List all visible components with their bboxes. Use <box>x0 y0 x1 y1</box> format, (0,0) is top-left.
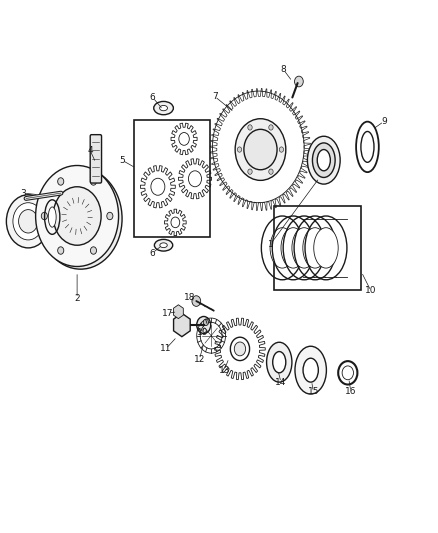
Text: 18: 18 <box>184 293 195 302</box>
Circle shape <box>248 125 252 130</box>
Polygon shape <box>173 305 184 319</box>
Circle shape <box>269 169 273 174</box>
Text: 6: 6 <box>150 93 155 102</box>
Circle shape <box>58 247 64 254</box>
Circle shape <box>269 125 273 130</box>
Circle shape <box>294 76 303 87</box>
Text: 1: 1 <box>268 240 273 249</box>
Circle shape <box>197 317 211 334</box>
Text: 14: 14 <box>276 378 287 387</box>
Text: 15: 15 <box>307 387 319 397</box>
Text: 19: 19 <box>197 328 208 337</box>
Ellipse shape <box>317 150 330 171</box>
Ellipse shape <box>273 352 286 373</box>
FancyBboxPatch shape <box>90 135 102 183</box>
Ellipse shape <box>312 143 335 177</box>
Ellipse shape <box>48 207 56 227</box>
Text: 17: 17 <box>162 309 173 318</box>
Ellipse shape <box>154 101 173 115</box>
Ellipse shape <box>307 136 340 184</box>
Circle shape <box>235 119 286 180</box>
Circle shape <box>248 169 252 174</box>
Text: 5: 5 <box>119 156 125 165</box>
Circle shape <box>90 177 96 185</box>
Ellipse shape <box>270 228 294 268</box>
Circle shape <box>151 178 165 195</box>
Circle shape <box>244 130 277 169</box>
Circle shape <box>18 209 38 233</box>
Text: 8: 8 <box>281 66 286 74</box>
Text: 4: 4 <box>88 146 93 155</box>
Circle shape <box>192 296 201 306</box>
Circle shape <box>41 212 47 220</box>
Polygon shape <box>173 313 190 337</box>
Bar <box>134 120 210 237</box>
Circle shape <box>35 165 119 266</box>
Ellipse shape <box>303 358 318 382</box>
Ellipse shape <box>361 132 374 163</box>
Circle shape <box>237 147 242 152</box>
Circle shape <box>203 319 208 326</box>
Circle shape <box>7 195 50 248</box>
Circle shape <box>13 203 43 240</box>
Circle shape <box>107 212 113 220</box>
Text: 3: 3 <box>21 189 26 198</box>
Circle shape <box>342 366 353 379</box>
Text: 11: 11 <box>160 344 172 353</box>
Text: 7: 7 <box>212 92 218 101</box>
Text: 13: 13 <box>219 366 230 375</box>
Ellipse shape <box>292 228 316 268</box>
Ellipse shape <box>267 342 292 382</box>
Circle shape <box>171 217 180 228</box>
Text: 6: 6 <box>149 249 155 258</box>
Circle shape <box>90 247 96 254</box>
Text: 2: 2 <box>74 294 80 303</box>
Text: 12: 12 <box>194 355 205 364</box>
Ellipse shape <box>295 346 326 394</box>
Circle shape <box>234 342 246 356</box>
Circle shape <box>230 337 250 361</box>
Ellipse shape <box>303 228 327 268</box>
Circle shape <box>279 147 284 152</box>
Bar <box>274 206 361 290</box>
Circle shape <box>39 168 122 269</box>
Ellipse shape <box>154 239 173 251</box>
Circle shape <box>53 187 101 245</box>
Text: 10: 10 <box>365 286 377 295</box>
Ellipse shape <box>160 243 167 248</box>
Ellipse shape <box>159 106 167 111</box>
Circle shape <box>58 177 64 185</box>
Text: 16: 16 <box>345 387 357 396</box>
Circle shape <box>179 133 189 146</box>
Ellipse shape <box>314 228 338 268</box>
Ellipse shape <box>281 228 305 268</box>
Circle shape <box>188 171 201 187</box>
Text: 9: 9 <box>381 117 387 126</box>
